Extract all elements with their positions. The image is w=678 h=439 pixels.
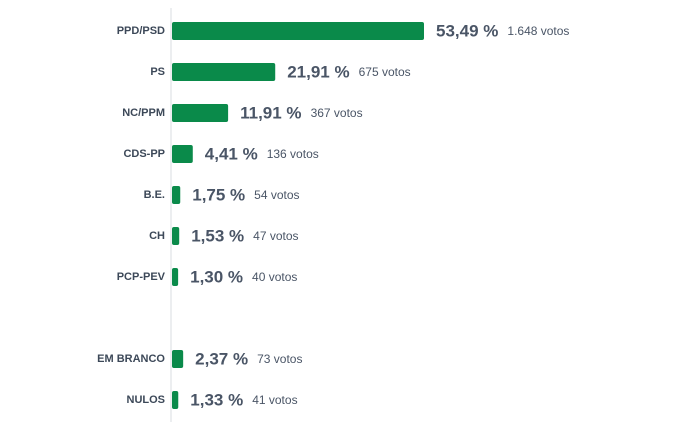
bar [172, 391, 179, 409]
votes-label: 136 votos [267, 147, 319, 161]
value-label: 1,53 % [191, 226, 244, 245]
votes-label: 675 votos [359, 65, 411, 79]
bar [172, 227, 180, 245]
bar [172, 145, 193, 163]
bar [172, 63, 276, 81]
votes-label: 73 votos [257, 352, 302, 366]
value-label: 1,33 % [190, 390, 243, 409]
bar [172, 350, 184, 368]
votes-label: 41 votos [252, 393, 297, 407]
category-label: PS [150, 66, 165, 78]
bar [172, 104, 229, 122]
bar [172, 268, 179, 286]
bar [172, 22, 424, 40]
category-label: CH [149, 230, 165, 242]
value-label: 1,30 % [190, 267, 243, 286]
category-label: PPD/PSD [117, 25, 165, 37]
value-label: 2,37 % [195, 349, 248, 368]
category-label: B.E. [144, 189, 165, 201]
bar [172, 186, 181, 204]
votes-label: 47 votos [253, 229, 298, 243]
category-label: NULOS [127, 394, 166, 406]
category-label: PCP-PEV [117, 271, 166, 283]
votes-label: 1.648 votos [507, 24, 569, 38]
category-label: EM BRANCO [97, 353, 165, 365]
votes-label: 367 votos [311, 106, 363, 120]
category-label: CDS-PP [123, 148, 165, 160]
category-label: NC/PPM [122, 107, 165, 119]
value-label: 11,91 % [240, 103, 301, 122]
votes-label: 54 votos [254, 188, 299, 202]
value-label: 21,91 % [287, 62, 349, 81]
value-label: 4,41 % [205, 144, 258, 163]
value-label: 53,49 % [436, 21, 498, 40]
votes-label: 40 votos [252, 270, 297, 284]
value-label: 1,75 % [192, 185, 245, 204]
